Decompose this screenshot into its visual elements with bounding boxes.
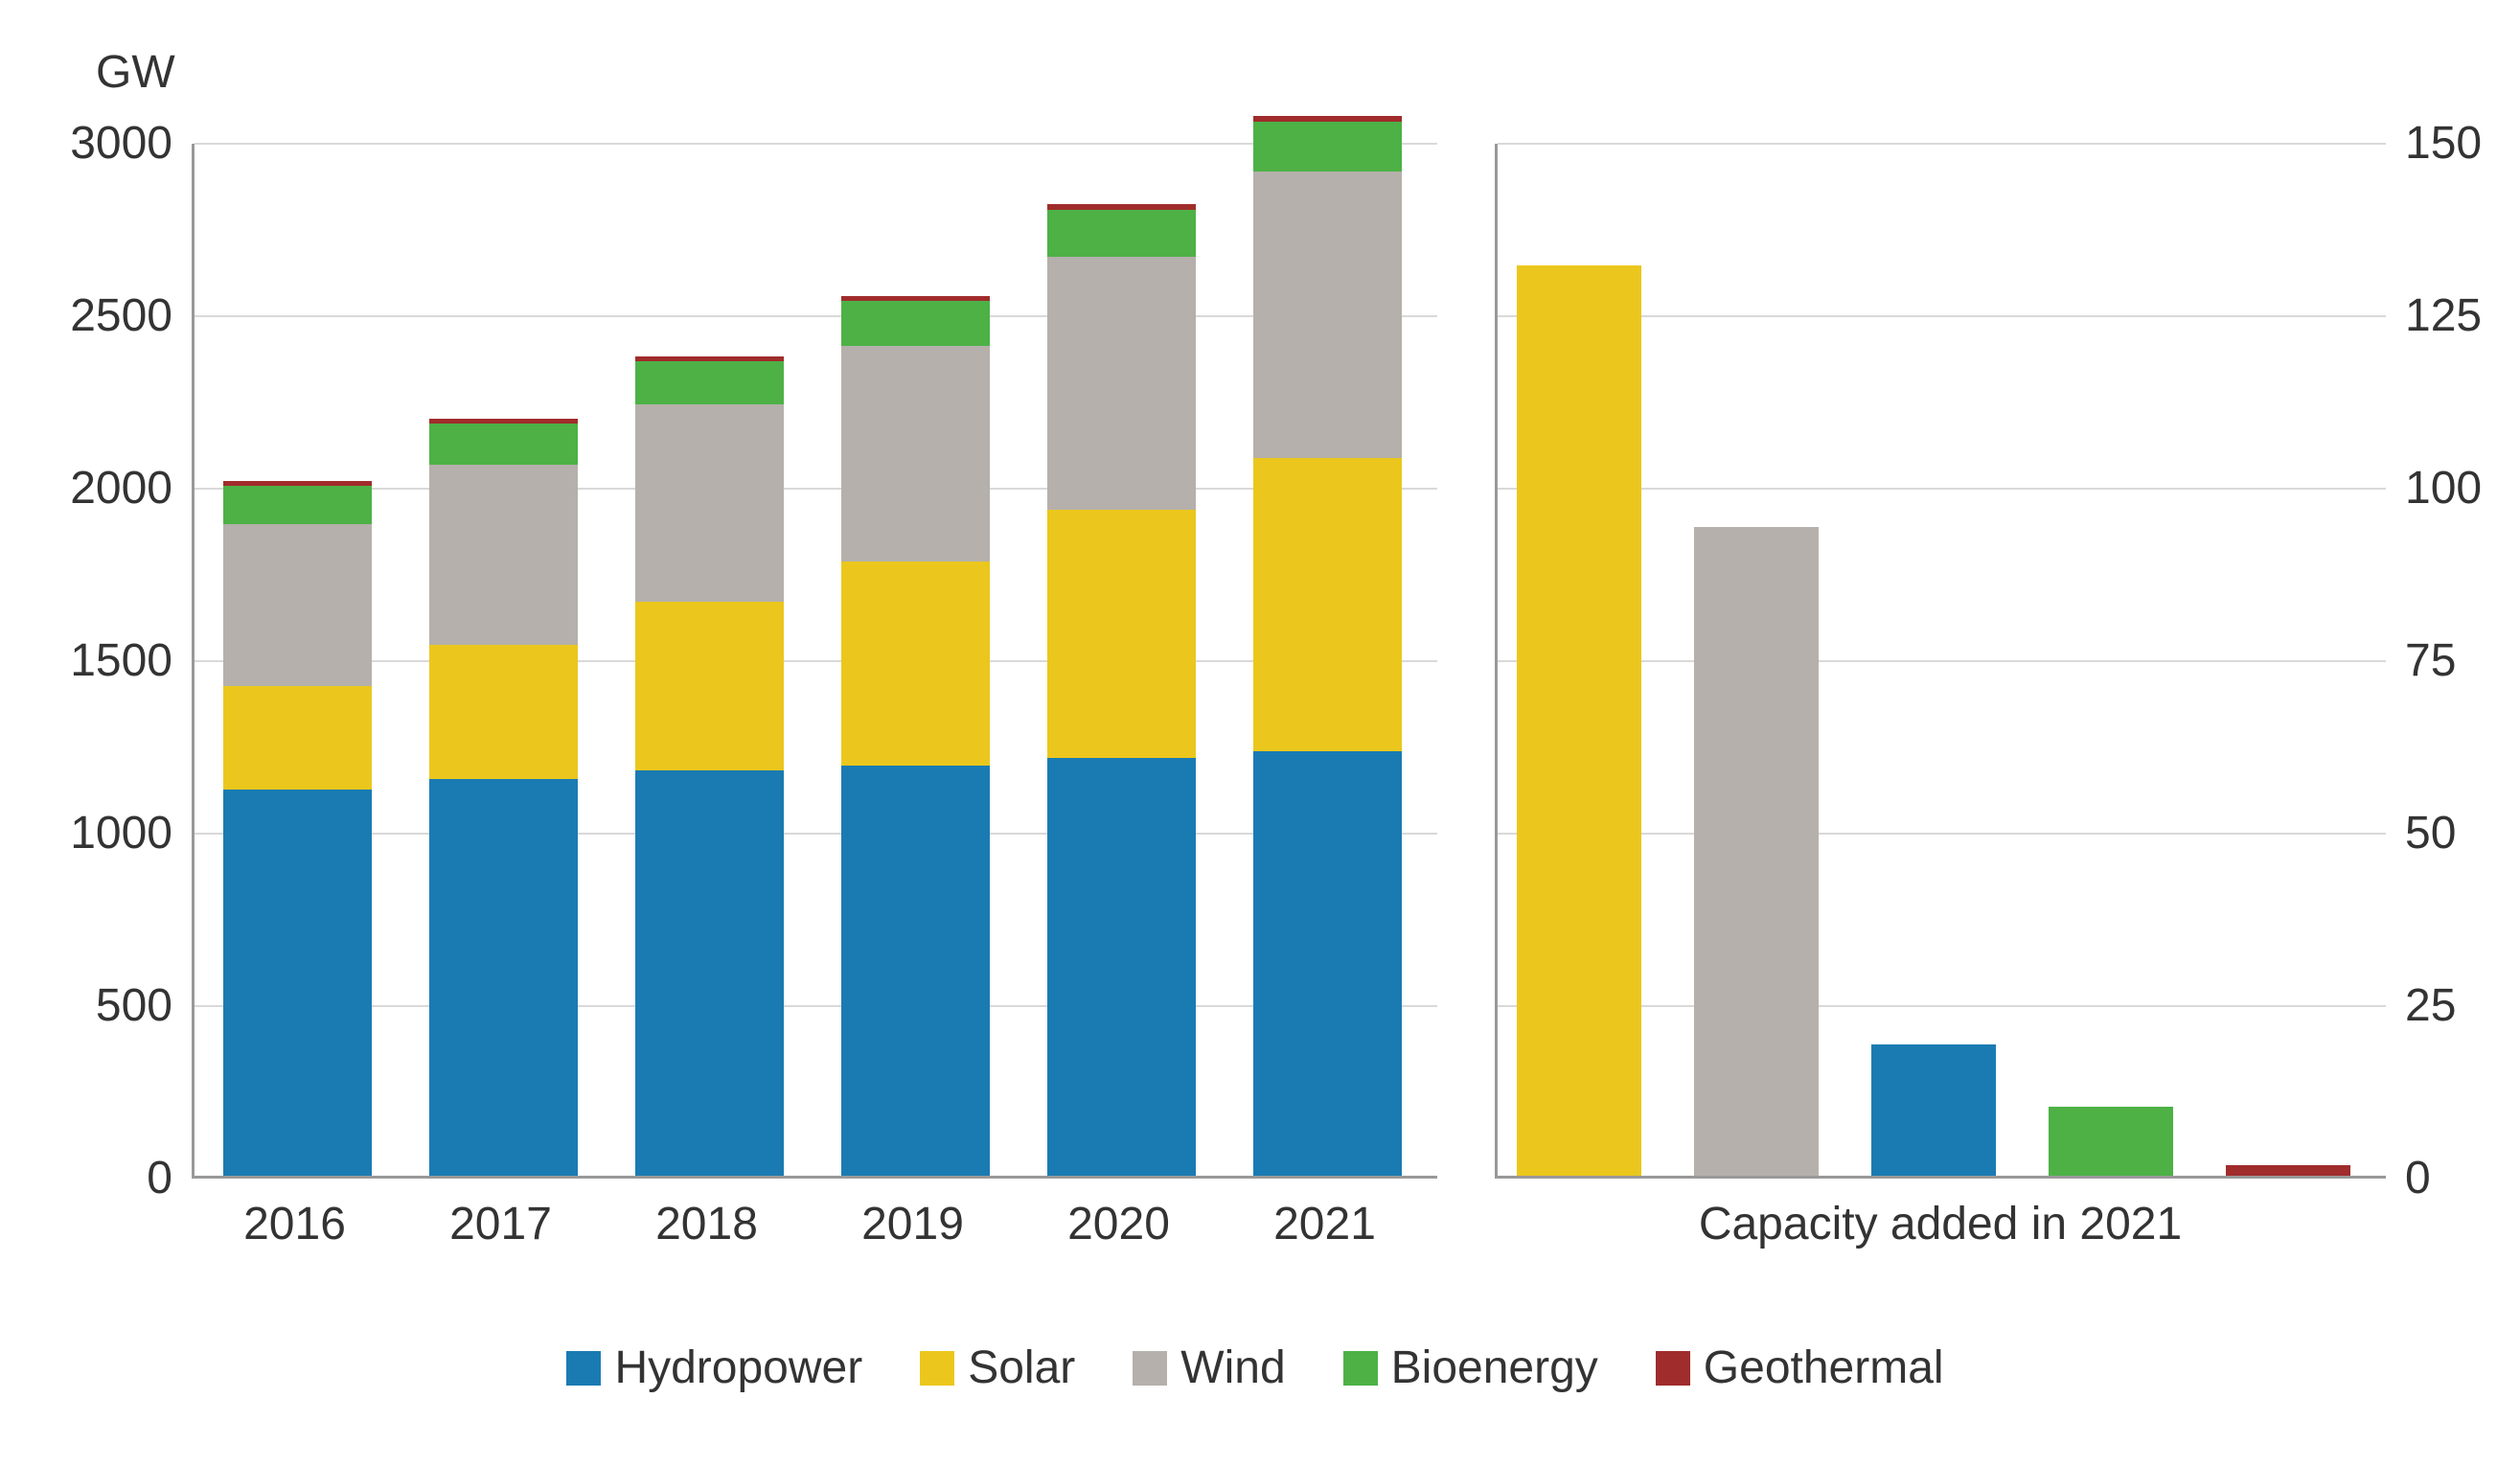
x-tick-label: 2017: [424, 1198, 578, 1250]
y-tick-label-left: 0: [10, 1152, 172, 1204]
bar-segment-wind: [1253, 172, 1402, 458]
bar-segment-wind: [635, 404, 784, 601]
bar-segment-geothermal: [841, 296, 990, 301]
bar-segment-hydropower: [429, 779, 578, 1176]
bar-group: [223, 141, 372, 1176]
bar-group: [841, 141, 990, 1176]
bar-segment-wind: [841, 346, 990, 562]
gridline: [195, 1005, 1437, 1007]
bar-segment-hydropower: [1253, 751, 1402, 1176]
bar-wind: [1694, 527, 1819, 1176]
bar-solar: [1517, 265, 1641, 1176]
legend-swatch-geothermal: [1656, 1351, 1690, 1386]
bar-segment-solar: [429, 645, 578, 779]
bar-segment-wind: [223, 524, 372, 686]
bar-segment-wind: [429, 465, 578, 644]
legend-swatch-bioenergy: [1343, 1351, 1378, 1386]
legend-label: Bioenergy: [1391, 1341, 1598, 1394]
gridline: [195, 833, 1437, 835]
gridline: [195, 488, 1437, 490]
gridline: [195, 660, 1437, 662]
legend-item-solar: Solar: [920, 1341, 1075, 1394]
bar-segment-bioenergy: [841, 301, 990, 346]
y-tick-label-right: 75: [2405, 634, 2520, 687]
bar-segment-solar: [841, 562, 990, 765]
y-tick-label-right: 125: [2405, 289, 2520, 342]
bar-segment-geothermal: [1047, 204, 1196, 210]
bar-segment-solar: [1253, 458, 1402, 751]
unit-label: GW: [96, 46, 175, 99]
bar-geothermal: [2226, 1165, 2350, 1176]
bar-group: [1253, 141, 1402, 1176]
legend-item-bioenergy: Bioenergy: [1343, 1341, 1598, 1394]
bar-group: [429, 141, 578, 1176]
x-tick-label: 2020: [1042, 1198, 1196, 1250]
bar-segment-hydropower: [841, 766, 990, 1176]
bar-segment-bioenergy: [1253, 122, 1402, 172]
bar-segment-solar: [1047, 510, 1196, 758]
right-bar-chart: [1495, 144, 2386, 1179]
bar-group: [635, 141, 784, 1176]
right-chart-xlabel: Capacity added in 2021: [1495, 1198, 2386, 1250]
y-tick-label-right: 0: [2405, 1152, 2520, 1204]
y-tick-label-left: 1500: [10, 634, 172, 687]
y-tick-label-right: 25: [2405, 979, 2520, 1032]
y-tick-label-left: 1000: [10, 807, 172, 860]
bar-segment-geothermal: [429, 419, 578, 424]
y-tick-label-right: 100: [2405, 462, 2520, 515]
bar-segment-solar: [635, 602, 784, 770]
legend-label: Wind: [1180, 1341, 1285, 1394]
left-stacked-bar-chart: [192, 144, 1437, 1179]
bar-segment-geothermal: [223, 481, 372, 486]
x-tick-label: 2016: [218, 1198, 372, 1250]
bar-bioenergy: [2049, 1107, 2173, 1176]
x-tick-label: 2019: [836, 1198, 990, 1250]
y-tick-label-left: 2000: [10, 462, 172, 515]
bar-segment-solar: [223, 686, 372, 790]
x-tick-label: 2018: [630, 1198, 784, 1250]
legend-label: Geothermal: [1704, 1341, 1944, 1394]
bar-segment-wind: [1047, 257, 1196, 511]
legend-item-wind: Wind: [1133, 1341, 1285, 1394]
legend-swatch-hydropower: [566, 1351, 601, 1386]
gridline: [1498, 143, 2386, 145]
bar-segment-bioenergy: [1047, 210, 1196, 257]
bar-segment-geothermal: [635, 356, 784, 361]
bar-group: [1047, 141, 1196, 1176]
gridline: [195, 143, 1437, 145]
y-tick-label-right: 50: [2405, 807, 2520, 860]
legend-item-geothermal: Geothermal: [1656, 1341, 1944, 1394]
bar-segment-bioenergy: [223, 486, 372, 524]
bar-segment-hydropower: [1047, 758, 1196, 1176]
legend-label: Solar: [968, 1341, 1075, 1394]
bar-segment-hydropower: [635, 770, 784, 1176]
x-tick-label: 2021: [1249, 1198, 1402, 1250]
bar-segment-bioenergy: [635, 361, 784, 404]
legend-item-hydropower: Hydropower: [566, 1341, 862, 1394]
gridline: [195, 315, 1437, 317]
legend: Hydropower Solar Wind Bioenergy Geothermal: [249, 1341, 2261, 1394]
bar-segment-geothermal: [1253, 116, 1402, 122]
y-tick-label-left: 500: [10, 979, 172, 1032]
bar-segment-bioenergy: [429, 424, 578, 465]
y-tick-label-right: 150: [2405, 117, 2520, 170]
bar-hydropower: [1871, 1044, 1996, 1176]
legend-label: Hydropower: [614, 1341, 862, 1394]
legend-swatch-solar: [920, 1351, 954, 1386]
y-tick-label-left: 2500: [10, 289, 172, 342]
bar-segment-hydropower: [223, 790, 372, 1176]
y-tick-label-left: 3000: [10, 117, 172, 170]
legend-swatch-wind: [1133, 1351, 1167, 1386]
